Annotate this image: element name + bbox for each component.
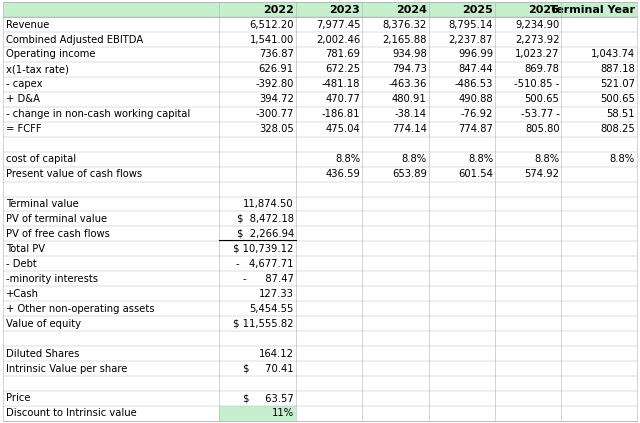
Text: Total PV: Total PV	[6, 244, 45, 254]
Text: 8.8%: 8.8%	[468, 154, 493, 164]
Text: Operating income: Operating income	[6, 49, 95, 60]
Text: 805.80: 805.80	[525, 124, 559, 134]
Text: 394.72: 394.72	[259, 94, 294, 104]
Text: $ 11,555.82: $ 11,555.82	[233, 319, 294, 329]
Text: Intrinsic Value per share: Intrinsic Value per share	[6, 363, 127, 374]
Text: 774.87: 774.87	[458, 124, 493, 134]
Text: 2026: 2026	[529, 5, 559, 14]
Text: 996.99: 996.99	[458, 49, 493, 60]
Text: 794.73: 794.73	[392, 64, 427, 74]
Bar	[219, 406, 296, 421]
Text: 1,023.27: 1,023.27	[515, 49, 559, 60]
Text: 2,273.92: 2,273.92	[515, 35, 559, 44]
Text: x(1-tax rate): x(1-tax rate)	[6, 64, 68, 74]
Text: - capex: - capex	[6, 80, 42, 89]
Text: 7,977.45: 7,977.45	[316, 19, 360, 30]
Text: 8,795.14: 8,795.14	[449, 19, 493, 30]
Text: 11,874.50: 11,874.50	[243, 199, 294, 209]
Text: PV of free cash flows: PV of free cash flows	[6, 229, 109, 239]
Text: cost of capital: cost of capital	[6, 154, 76, 164]
Text: 626.91: 626.91	[259, 64, 294, 74]
Text: 2025: 2025	[462, 5, 493, 14]
Text: 934.98: 934.98	[392, 49, 427, 60]
Text: 2,165.88: 2,165.88	[382, 35, 427, 44]
Text: 8.8%: 8.8%	[401, 154, 427, 164]
Text: - change in non-cash working capital: - change in non-cash working capital	[6, 109, 190, 119]
Text: Combined Adjusted EBITDA: Combined Adjusted EBITDA	[6, 35, 143, 44]
Bar	[3, 2, 637, 17]
Text: 1,043.74: 1,043.74	[591, 49, 635, 60]
Text: 8.8%: 8.8%	[335, 154, 360, 164]
Text: 672.25: 672.25	[325, 64, 360, 74]
Text: 887.18: 887.18	[600, 64, 635, 74]
Text: +Cash: +Cash	[6, 289, 39, 299]
Text: $ 10,739.12: $ 10,739.12	[234, 244, 294, 254]
Text: 653.89: 653.89	[392, 169, 427, 179]
Text: -38.14: -38.14	[395, 109, 427, 119]
Text: 127.33: 127.33	[259, 289, 294, 299]
Text: 2022: 2022	[263, 5, 294, 14]
Text: $     70.41: $ 70.41	[243, 363, 294, 374]
Text: Price: Price	[6, 393, 30, 404]
Text: Terminal Year: Terminal Year	[550, 5, 635, 14]
Text: -392.80: -392.80	[255, 80, 294, 89]
Text: 736.87: 736.87	[259, 49, 294, 60]
Text: 164.12: 164.12	[259, 349, 294, 359]
Text: -481.18: -481.18	[322, 80, 360, 89]
Text: 2023: 2023	[330, 5, 360, 14]
Text: 500.65: 500.65	[600, 94, 635, 104]
Text: 2,237.87: 2,237.87	[449, 35, 493, 44]
Text: Discount to Intrinsic value: Discount to Intrinsic value	[6, 409, 136, 418]
Text: 781.69: 781.69	[325, 49, 360, 60]
Text: Revenue: Revenue	[6, 19, 49, 30]
Text: -76.92: -76.92	[461, 109, 493, 119]
Text: 436.59: 436.59	[325, 169, 360, 179]
Text: 470.77: 470.77	[325, 94, 360, 104]
Text: 8.8%: 8.8%	[610, 154, 635, 164]
Text: -186.81: -186.81	[322, 109, 360, 119]
Text: $     63.57: $ 63.57	[243, 393, 294, 404]
Text: 8.8%: 8.8%	[534, 154, 559, 164]
Text: 11%: 11%	[271, 409, 294, 418]
Text: -53.77 -: -53.77 -	[520, 109, 559, 119]
Text: -300.77: -300.77	[255, 109, 294, 119]
Text: -minority interests: -minority interests	[6, 274, 98, 284]
Text: 1,541.00: 1,541.00	[250, 35, 294, 44]
Text: 2,002.46: 2,002.46	[316, 35, 360, 44]
Text: -   4,677.71: - 4,677.71	[236, 259, 294, 269]
Text: 869.78: 869.78	[525, 64, 559, 74]
Text: $  8,472.18: $ 8,472.18	[237, 214, 294, 224]
Text: Terminal value: Terminal value	[6, 199, 79, 209]
Text: 6,512.20: 6,512.20	[249, 19, 294, 30]
Text: -486.53: -486.53	[454, 80, 493, 89]
Text: 500.65: 500.65	[525, 94, 559, 104]
Text: 521.07: 521.07	[600, 80, 635, 89]
Text: = FCFF: = FCFF	[6, 124, 42, 134]
Text: -463.36: -463.36	[388, 80, 427, 89]
Text: 328.05: 328.05	[259, 124, 294, 134]
Text: - Debt: - Debt	[6, 259, 36, 269]
Text: 480.91: 480.91	[392, 94, 427, 104]
Text: 574.92: 574.92	[525, 169, 559, 179]
Text: 475.04: 475.04	[326, 124, 360, 134]
Text: 774.14: 774.14	[392, 124, 427, 134]
Text: Present value of cash flows: Present value of cash flows	[6, 169, 142, 179]
Text: + D&A: + D&A	[6, 94, 40, 104]
Text: 490.88: 490.88	[458, 94, 493, 104]
Text: 9,234.90: 9,234.90	[515, 19, 559, 30]
Text: + Other non-operating assets: + Other non-operating assets	[6, 304, 154, 314]
Text: 808.25: 808.25	[600, 124, 635, 134]
Text: -      87.47: - 87.47	[243, 274, 294, 284]
Text: 847.44: 847.44	[458, 64, 493, 74]
Text: Value of equity: Value of equity	[6, 319, 81, 329]
Text: 2024: 2024	[396, 5, 427, 14]
Text: -510.85 -: -510.85 -	[515, 80, 559, 89]
Text: PV of terminal value: PV of terminal value	[6, 214, 107, 224]
Text: 58.51: 58.51	[606, 109, 635, 119]
Text: 601.54: 601.54	[458, 169, 493, 179]
Text: Diluted Shares: Diluted Shares	[6, 349, 79, 359]
Text: 5,454.55: 5,454.55	[250, 304, 294, 314]
Text: 8,376.32: 8,376.32	[382, 19, 427, 30]
Text: $  2,266.94: $ 2,266.94	[237, 229, 294, 239]
